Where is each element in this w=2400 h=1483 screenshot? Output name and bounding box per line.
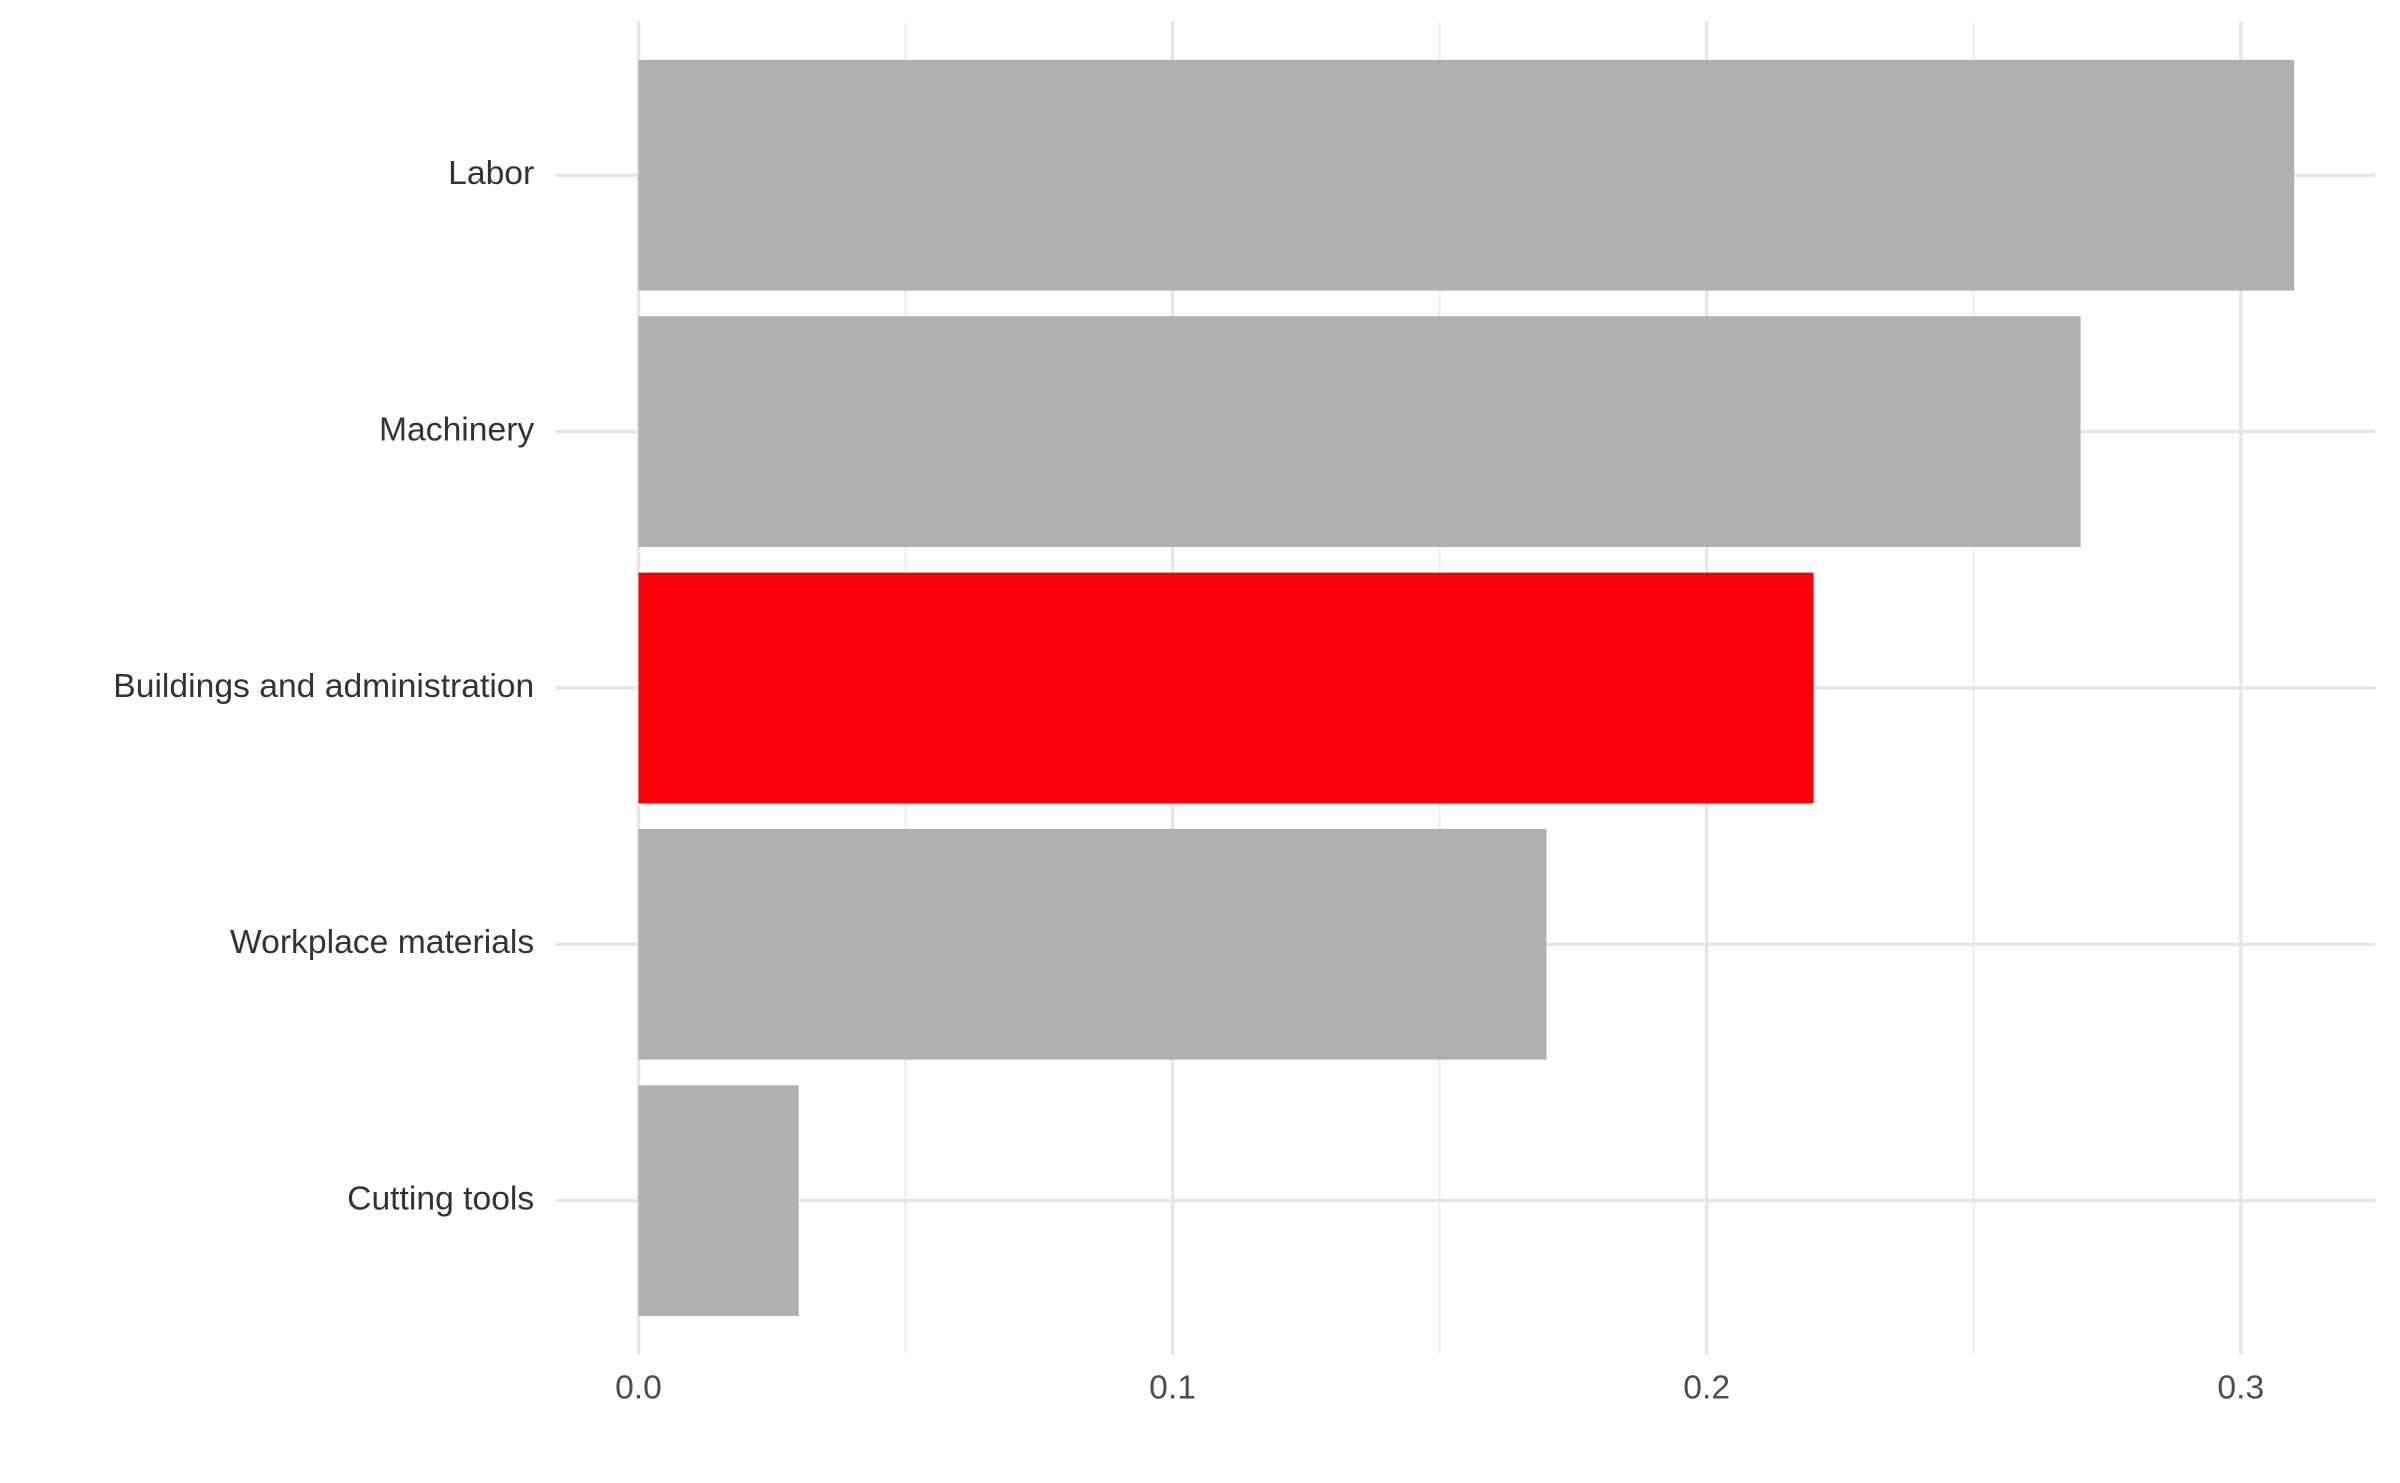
x-tick-label: 0.3 (2217, 1370, 2264, 1407)
y-tick-label: Workplace materials (230, 924, 534, 961)
bar (638, 316, 2081, 547)
y-tick-label: Machinery (379, 411, 534, 448)
y-tick-label: Cutting tools (347, 1181, 534, 1218)
y-tick-label: Buildings and administration (113, 668, 534, 705)
x-tick-label: 0.2 (1683, 1370, 1730, 1407)
y-tick-label: Labor (448, 155, 534, 192)
bar (638, 1085, 799, 1316)
x-tick-label: 0.1 (1149, 1370, 1196, 1407)
bar (638, 572, 1814, 804)
bar (638, 828, 1547, 1060)
x-tick-label: 0.0 (615, 1370, 662, 1407)
bar (638, 59, 2295, 291)
